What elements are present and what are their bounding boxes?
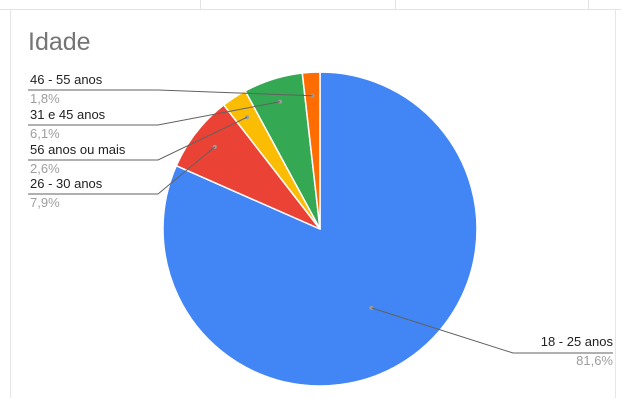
sheet-right-border <box>615 10 616 398</box>
slice-label: 56 anos ou mais <box>30 142 126 157</box>
sheet-column-divider <box>395 0 396 10</box>
sheet-gridline <box>0 9 621 10</box>
pie-slice[interactable] <box>301 71 321 230</box>
leader-line <box>28 101 281 126</box>
slice-percent: 81,6% <box>576 353 613 368</box>
leader-line <box>28 89 313 97</box>
slice-percent: 2,6% <box>30 161 60 176</box>
leader-line <box>28 146 216 195</box>
sheet-column-divider <box>588 0 589 10</box>
slice-label: 18 - 25 anos <box>541 334 614 349</box>
leader-dot <box>369 305 374 310</box>
slice-percent: 6,1% <box>30 126 60 141</box>
leader-line <box>28 116 248 161</box>
leader-line <box>371 307 613 354</box>
slice-label: 26 - 30 anos <box>30 176 103 191</box>
slice-percent: 7,9% <box>30 195 60 210</box>
chart-title: Idade <box>28 28 91 56</box>
pie-labels: 18 - 25 anos 81,6% 26 - 30 anos 7,9% 56 anos… <box>28 72 613 368</box>
slice-label: 46 - 55 anos <box>30 72 103 87</box>
slice-percent: 1,8% <box>30 91 60 106</box>
slice-label: 31 e 45 anos <box>30 107 106 122</box>
sheet-left-border <box>10 10 11 398</box>
pie-slices <box>162 71 478 387</box>
sheet-column-divider <box>200 0 201 10</box>
